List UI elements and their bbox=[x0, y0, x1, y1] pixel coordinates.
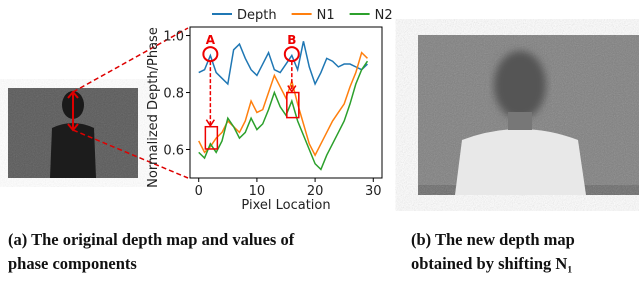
x-tick-label: 0 bbox=[195, 184, 203, 199]
annotation-circle bbox=[285, 47, 299, 61]
shifted-depth-image bbox=[418, 35, 639, 195]
legend-label: N2 bbox=[375, 8, 393, 23]
x-axis-label: Pixel Location bbox=[241, 198, 330, 213]
legend-label: N1 bbox=[317, 8, 335, 23]
x-tick-label: 20 bbox=[307, 184, 324, 199]
annotation-label: B bbox=[287, 33, 296, 47]
series-line bbox=[199, 41, 368, 84]
legend-label: Depth bbox=[237, 8, 277, 23]
y-tick-label: 0.6 bbox=[163, 144, 184, 159]
y-tick-label: 1.0 bbox=[163, 30, 184, 45]
x-tick-label: 30 bbox=[365, 184, 382, 199]
series-line bbox=[199, 61, 368, 169]
caption-b-line-1: (b) The new depth map bbox=[411, 228, 575, 252]
figure: 0.6 0.8 1.0 0 10 20 30 Pixel Location Normalized… bbox=[0, 0, 639, 284]
y-axis-label: Normalized Depth/Phase bbox=[146, 27, 161, 188]
depth-image bbox=[8, 28, 188, 178]
x-tick-label: 10 bbox=[249, 184, 266, 199]
annotation-label: A bbox=[206, 33, 216, 47]
caption-a-line-1: (a) The original depth map and values of bbox=[8, 228, 294, 252]
y-tick-label: 0.8 bbox=[163, 87, 184, 102]
caption-a-line-2: phase components bbox=[8, 252, 137, 276]
caption-b-line-2: obtained by shifting N₁ bbox=[411, 252, 572, 276]
